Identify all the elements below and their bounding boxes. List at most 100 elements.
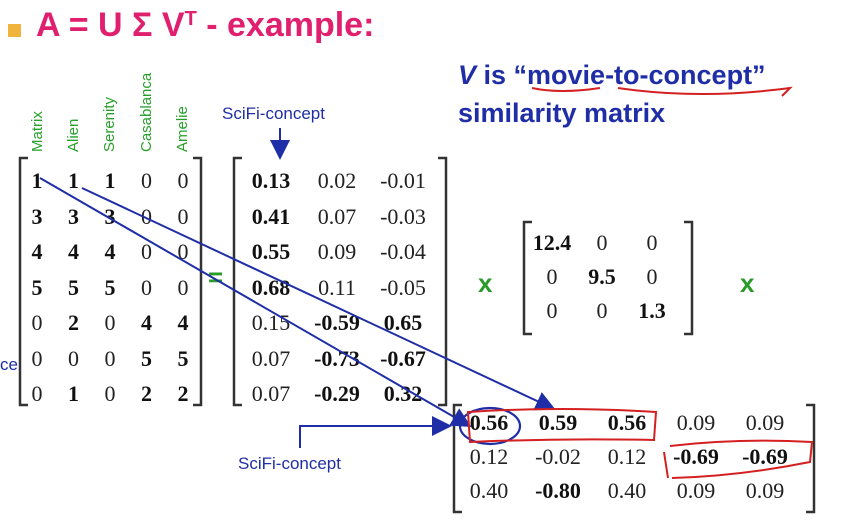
vt-cell-0-0: 0.56 bbox=[469, 410, 509, 435]
a-cell-0-2: 1 bbox=[104, 168, 116, 193]
bracket-u-left bbox=[232, 156, 242, 407]
a-cell-3-1: 5 bbox=[68, 274, 79, 300]
bracket-vt-left bbox=[452, 403, 462, 514]
u-cell-6-2: 0.32 bbox=[383, 381, 423, 406]
u-cell-6-0: 0.07 bbox=[251, 381, 291, 406]
vt-cell-2-4: 0.09 bbox=[745, 478, 785, 503]
slide-title: A = U Σ VT - example: bbox=[36, 6, 374, 45]
circle-highlight bbox=[458, 406, 522, 446]
a-cell-2-2: 4 bbox=[104, 239, 116, 264]
u-cell-4-0: 0.15 bbox=[251, 310, 291, 335]
a-cell-4-0: 0 bbox=[31, 310, 43, 335]
a-cell-5-4: 5 bbox=[177, 345, 189, 371]
s-cell-1-0: 0 bbox=[546, 264, 558, 289]
bracket-a-left bbox=[18, 156, 28, 407]
vt-cell-2-0: 0.40 bbox=[469, 478, 509, 503]
u-cell-0-2: -0.01 bbox=[380, 168, 426, 193]
a-cell-1-4: 0 bbox=[177, 203, 189, 229]
underline-movie bbox=[531, 87, 601, 92]
v-symbol: V bbox=[458, 60, 477, 90]
s-cell-2-2: 1.3 bbox=[638, 298, 666, 323]
s-cell-0-2: 0 bbox=[646, 230, 658, 255]
u-cell-0-0: 0.13 bbox=[251, 168, 291, 193]
vt-cell-1-1: -0.02 bbox=[535, 444, 581, 469]
a-cell-6-3: 2 bbox=[141, 381, 152, 406]
vt-cell-0-1: 0.59 bbox=[538, 410, 578, 435]
u-cell-1-1: 0.07 bbox=[317, 203, 357, 229]
title-superscript: T bbox=[184, 8, 197, 30]
equals-sign: = bbox=[208, 262, 224, 292]
v-note-line2: similarity matrix bbox=[458, 98, 666, 128]
u-cell-2-2: -0.04 bbox=[380, 239, 426, 264]
u-cell-1-0: 0.41 bbox=[251, 203, 291, 229]
a-cell-4-2: 0 bbox=[104, 310, 116, 335]
a-cell-3-2: 5 bbox=[104, 274, 116, 300]
a-cell-6-4: 2 bbox=[177, 381, 189, 406]
bracket-u-right bbox=[438, 156, 448, 407]
a-cell-1-2: 3 bbox=[104, 203, 116, 229]
vt-cell-1-3: -0.69 bbox=[673, 444, 719, 469]
a-cell-2-1: 4 bbox=[68, 239, 79, 264]
vt-cell-1-0: 0.12 bbox=[469, 444, 509, 469]
a-cell-1-0: 3 bbox=[31, 203, 43, 229]
a-cell-0-4: 0 bbox=[177, 168, 189, 193]
u-cell-3-0: 0.68 bbox=[251, 274, 291, 300]
red-box-row2 bbox=[663, 439, 814, 479]
a-cell-1-1: 3 bbox=[68, 203, 79, 229]
bracket-vt-right bbox=[806, 403, 816, 514]
diag-arrow-1 bbox=[39, 177, 472, 427]
title-suffix: - example: bbox=[196, 6, 375, 44]
vt-cell-2-1: -0.80 bbox=[535, 478, 581, 503]
u-cell-5-2: -0.67 bbox=[380, 345, 426, 371]
u-cell-4-2: 0.65 bbox=[383, 310, 423, 335]
title-main: A = U Σ V bbox=[36, 6, 185, 44]
a-cell-6-0: 0 bbox=[31, 381, 43, 406]
u-cell-6-1: -0.29 bbox=[314, 381, 360, 406]
matrix-brackets bbox=[18, 156, 816, 514]
s-cell-2-1: 0 bbox=[596, 298, 608, 323]
a-cell-3-4: 0 bbox=[177, 274, 189, 300]
vt-cell-0-2: 0.56 bbox=[607, 410, 647, 435]
s-cell-2-0: 0 bbox=[546, 298, 558, 323]
u-cell-2-0: 0.55 bbox=[251, 239, 291, 264]
v-note-line1: V is “movie-to-concept” bbox=[458, 60, 766, 90]
scifi-bottom-arrow bbox=[299, 416, 452, 448]
vt-cell-2-2: 0.40 bbox=[607, 478, 647, 503]
vt-cell-2-3: 0.09 bbox=[676, 478, 716, 503]
vt-cell-0-3: 0.09 bbox=[676, 410, 716, 435]
a-cell-5-3: 5 bbox=[141, 345, 152, 371]
vt-cell-1-4: -0.69 bbox=[742, 444, 788, 469]
s-cell-1-1: 9.5 bbox=[588, 264, 616, 289]
times-sign-1: x bbox=[478, 268, 493, 298]
scifi-concept-label-top: SciFi-concept bbox=[222, 104, 325, 123]
a-cell-6-2: 0 bbox=[104, 381, 116, 406]
a-cell-0-0: 1 bbox=[31, 168, 43, 193]
a-cell-2-4: 0 bbox=[177, 239, 189, 264]
a-cell-2-0: 4 bbox=[31, 239, 43, 264]
red-box-row1 bbox=[466, 408, 658, 444]
a-cell-4-1: 2 bbox=[68, 310, 79, 335]
a-cell-5-1: 0 bbox=[68, 345, 79, 371]
a-cell-5-0: 0 bbox=[31, 345, 43, 371]
s-cell-0-1: 0 bbox=[596, 230, 608, 255]
bullet-square-icon bbox=[8, 24, 21, 37]
a-cell-4-4: 4 bbox=[177, 310, 189, 335]
s-cell-1-2: 0 bbox=[646, 264, 658, 289]
u-cell-5-0: 0.07 bbox=[251, 345, 291, 371]
a-cell-6-1: 1 bbox=[68, 381, 79, 406]
a-cell-2-3: 0 bbox=[141, 239, 152, 264]
u-cell-3-1: 0.11 bbox=[318, 274, 356, 300]
a-cell-0-3: 0 bbox=[141, 168, 152, 193]
s-cell-0-0: 12.4 bbox=[532, 230, 572, 255]
vt-cell-0-4: 0.09 bbox=[745, 410, 785, 435]
a-cell-1-3: 0 bbox=[141, 203, 152, 229]
scifi-concept-label-bottom: SciFi-concept bbox=[238, 454, 341, 473]
a-cell-4-3: 4 bbox=[141, 310, 152, 335]
u-cell-1-2: -0.03 bbox=[380, 203, 426, 229]
bracket-s-right bbox=[684, 220, 694, 336]
vt-cell-1-2: 0.12 bbox=[607, 444, 647, 469]
bracket-s-left bbox=[522, 220, 532, 336]
u-cell-0-1: 0.02 bbox=[317, 168, 357, 193]
a-cell-3-0: 5 bbox=[31, 274, 43, 300]
underline-concept bbox=[617, 86, 793, 97]
